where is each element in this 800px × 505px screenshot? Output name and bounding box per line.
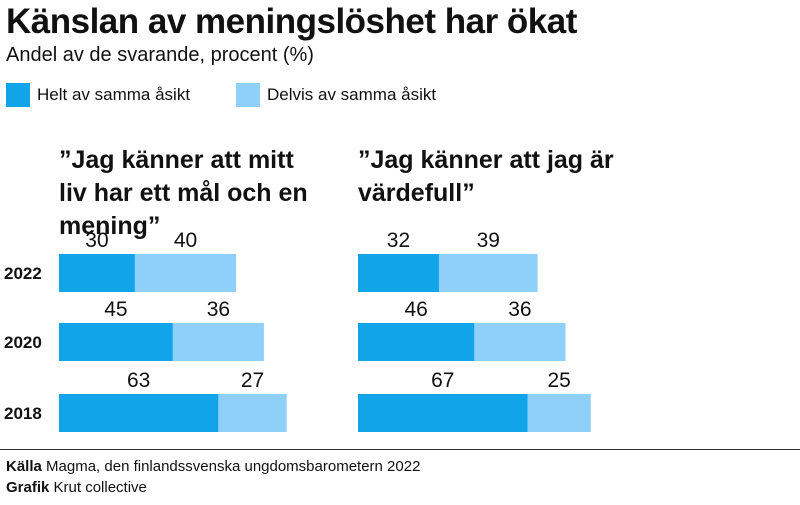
- data-label: 45: [104, 298, 127, 321]
- data-label: 27: [241, 369, 264, 392]
- chart-subtitle: Andel av de svarande, procent (%): [6, 44, 314, 66]
- data-label: 63: [127, 369, 150, 392]
- credit-text: Krut collective: [53, 479, 147, 496]
- data-label: 46: [405, 298, 428, 321]
- data-label: 32: [387, 229, 410, 252]
- data-label: 40: [174, 229, 197, 252]
- bar-segment: [474, 323, 566, 361]
- source-label: Källa: [6, 458, 42, 475]
- bar-segment: [358, 323, 475, 361]
- bar-segment: [172, 323, 264, 361]
- legend-swatch-delvis: [236, 83, 260, 107]
- year-label: 2020: [4, 333, 42, 352]
- data-label: 39: [477, 229, 500, 252]
- footer: Källa Magma, den finlandssvenska ungdoms…: [0, 449, 800, 496]
- panel-title-line: mening”: [59, 212, 160, 240]
- bar-segment: [218, 394, 287, 432]
- bar-segment: [527, 394, 591, 432]
- legend-item-helt: Helt av samma åsikt: [6, 83, 190, 107]
- data-label: 30: [85, 229, 108, 252]
- panel-title-line: liv har ett mål och en: [59, 179, 308, 207]
- panel-title-line: ”Jag känner att mitt: [59, 146, 294, 174]
- data-label: 25: [547, 369, 570, 392]
- chart-title: Känslan av meningslöshet har ökat: [6, 2, 577, 41]
- bar-segment: [134, 254, 237, 292]
- legend-label-delvis: Delvis av samma åsikt: [267, 85, 437, 104]
- bar-segment: [59, 394, 219, 432]
- credit-line: Grafik Krut collective: [6, 479, 147, 496]
- year-label: 2018: [4, 404, 42, 423]
- data-label: 36: [207, 298, 230, 321]
- bar-segment: [358, 394, 528, 432]
- panel-title-line: ”Jag känner att jag är: [358, 146, 614, 174]
- source-text: Magma, den finlandssvenska ungdomsbarome…: [46, 458, 421, 475]
- bar-segment: [59, 254, 135, 292]
- legend-label-helt: Helt av samma åsikt: [37, 85, 191, 104]
- panel-title-line: värdefull”: [358, 179, 475, 207]
- stacked-bar-charts: ”Jag känner att mitt liv har ett mål och …: [4, 146, 614, 432]
- data-label: 36: [508, 298, 531, 321]
- bar-segment: [358, 254, 439, 292]
- year-label: 2022: [4, 264, 42, 283]
- bar-segment: [59, 323, 173, 361]
- source-line: Källa Magma, den finlandssvenska ungdoms…: [6, 458, 420, 475]
- credit-label: Grafik: [6, 479, 50, 496]
- legend-item-delvis: Delvis av samma åsikt: [236, 83, 436, 107]
- bar-segment: [438, 254, 538, 292]
- data-label: 67: [431, 369, 454, 392]
- legend-swatch-helt: [6, 83, 30, 107]
